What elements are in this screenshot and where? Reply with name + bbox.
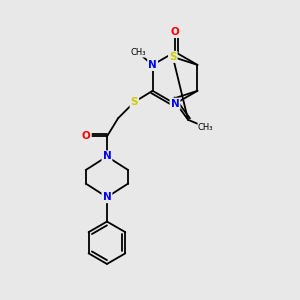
Text: CH₃: CH₃ <box>198 123 214 132</box>
Text: S: S <box>130 97 138 107</box>
Text: O: O <box>82 131 91 142</box>
Text: N: N <box>171 99 179 109</box>
Text: N: N <box>148 60 157 70</box>
Text: O: O <box>171 27 179 37</box>
Text: S: S <box>169 52 177 62</box>
Text: N: N <box>103 192 111 202</box>
Text: CH₃: CH₃ <box>130 48 146 57</box>
Text: N: N <box>103 152 111 161</box>
